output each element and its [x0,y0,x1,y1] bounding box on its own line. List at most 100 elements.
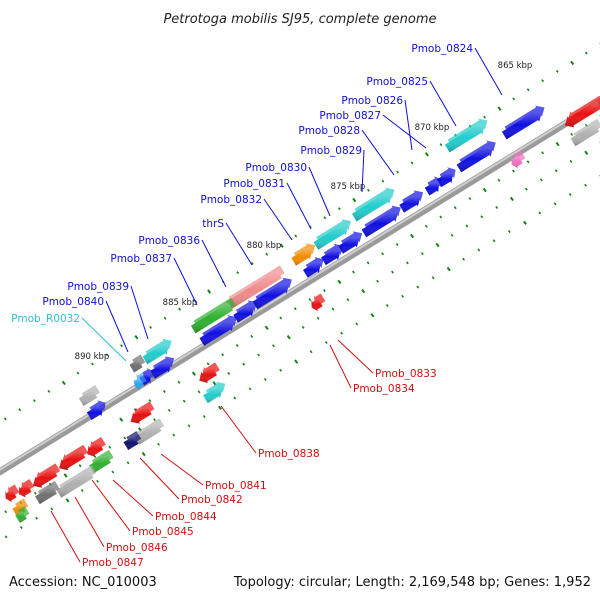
pmob-0840-b-feature[interactable] [150,356,175,379]
pmob-0841-feature[interactable] [134,418,165,445]
gene-label-thrs[interactable]: thrS [202,218,224,230]
pmob-0830-feature[interactable] [351,187,395,222]
tick-upper-far [512,97,516,101]
pmob-0837-feature[interactable] [190,297,236,334]
tick-upper-outer [331,307,335,311]
pmob-0836-feature[interactable] [226,265,285,310]
pmob-0828-feature[interactable] [424,176,442,196]
pmob-0845-feature[interactable] [89,449,114,474]
gene-label-pmob-0847[interactable]: Pmob_0847 [82,557,144,569]
gene-label-pmob-0830[interactable]: Pmob_0830 [245,162,307,174]
pmob-0842-feature[interactable] [123,431,142,450]
tick-upper-far [294,234,298,238]
gene-label-pmob-0837[interactable]: Pmob_0837 [110,253,172,265]
pmob-0829-feature[interactable] [399,190,424,213]
genome-backbone [0,98,600,476]
pmob-0838-b-feature[interactable] [199,362,220,383]
tick-lower-inner [453,206,457,210]
gene-label-pmob-0838[interactable]: Pmob_0838 [258,448,320,460]
gene-label-pmob-0833[interactable]: Pmob_0833 [375,368,437,380]
gene-label-pmob-0846[interactable]: Pmob_0846 [106,542,168,554]
gene-label-pmob-0826[interactable]: Pmob_0826 [341,95,403,107]
pmob-0824-rev-b-feature[interactable] [570,118,600,147]
pmob-r0032-feature-shade [133,378,144,391]
pmob-0832-c-feature[interactable] [321,243,344,266]
pmob-0844-feature[interactable] [59,444,88,471]
gene-label-pmob-0834[interactable]: Pmob_0834 [353,383,415,395]
pmob-0843-feature[interactable] [87,437,106,457]
pmob-0829-feature-shade [399,195,421,213]
pmob-0825-rev-feature[interactable] [511,150,526,169]
gene-label-pmob-0832[interactable]: Pmob_0832 [200,194,262,206]
gene-label-pmob-0844[interactable]: Pmob_0844 [155,511,217,523]
gene-label-pmob-0841[interactable]: Pmob_0841 [205,480,267,492]
leader-pmob-0834 [329,344,352,389]
tick-lower-outer [248,387,252,391]
leader-pmob-0825 [429,80,457,127]
gene-label-pmob-0829[interactable]: Pmob_0829 [300,145,362,157]
gene-label-pmob-0825[interactable]: Pmob_0825 [366,76,428,88]
pmob-0836-b-feature[interactable] [252,277,292,310]
pmob-0825-feature[interactable] [444,118,488,153]
gene-label-pmob-0824[interactable]: Pmob_0824 [411,43,473,55]
tick-upper-far [323,216,327,220]
pmob-0844-feature-shade [59,449,86,471]
pmob-0841-b-feature[interactable] [86,400,106,420]
map-title: Petrotoga mobilis SJ95, complete genome [163,12,436,27]
pmob-0826-feature[interactable] [456,140,496,173]
pmob-0847-b-feature[interactable] [18,479,35,498]
tick-upper-far [105,353,109,357]
tick-lower-inner [468,197,472,201]
gene-label-pmob-0828[interactable]: Pmob_0828 [298,125,360,137]
pmob-0841-c2-feature[interactable] [130,401,155,424]
pmob-0847-d-feature[interactable] [15,506,30,523]
gene-label-pmob-0836[interactable]: Pmob_0836 [138,235,200,247]
accession-text: Accession: NC_010003 [9,575,157,590]
tick-lower-inner [235,344,239,347]
leader-pmob-0832 [263,198,293,241]
thrs-feature[interactable] [291,243,316,266]
gene-label-pmob-0845[interactable]: Pmob_0845 [132,526,194,538]
gene-label-pmob-0839[interactable]: Pmob_0839 [67,281,129,293]
tick-upper-far [555,69,559,73]
pmob-0824-feature[interactable] [501,105,545,140]
tick-upper-outer [450,233,454,237]
tick-lower-outer [172,433,176,437]
gene-labels: Pmob_0824 Pmob_0825 Pmob_0826 Pmob_0827 Pmob… [11,43,473,569]
gene-label-pmob-0840[interactable]: Pmob_0840 [42,296,104,308]
gene-label-pmob-r0032[interactable]: Pmob_R0032 [11,313,80,325]
tick-lower-outer [538,211,542,215]
tick-upper-outer [286,335,291,340]
pmob-0831-feature[interactable] [361,205,401,238]
leader-pmob-0842 [139,457,180,500]
pmob-0841-c-feature[interactable] [78,385,100,406]
gene-label-pmob-0827[interactable]: Pmob_0827 [319,110,381,122]
leader-pmob-0828 [361,129,395,176]
pmob-0833-feature[interactable] [311,293,326,312]
scale-labels: 865 kbp 870 kbp 875 kbp 880 kbp 885 kbp 890 k… [75,61,533,362]
pmob-0844-b-feature[interactable] [32,463,61,488]
pmob-0847-c-feature[interactable] [5,484,20,503]
pmob-0840-feature[interactable] [129,354,146,373]
pmob-0824-rev-feature[interactable] [565,95,600,128]
tick-lower-outer [141,451,146,457]
leader-pmob-0829 [361,149,365,193]
pmob-0832-feature[interactable] [313,219,351,250]
gene-label-pmob-0831[interactable]: Pmob_0831 [223,178,285,190]
tick-lower-inner [439,215,443,219]
pmob-0838-feature[interactable] [203,381,226,404]
pmob-0832-b-feature[interactable] [338,231,363,254]
pmob-0833-b-feature[interactable] [303,257,324,278]
pmob-0846-b-feature-shade [35,485,57,505]
pmob-0846-feature[interactable] [56,465,97,498]
pmob-0837-b-feature[interactable] [233,300,258,323]
tick-upper-outer [33,491,37,495]
pmob-0846-b-feature[interactable] [35,480,60,505]
pmob-0839-b-feature[interactable] [199,315,237,346]
scale-label-870: 870 kbp [415,123,450,133]
tick-upper-far [76,371,80,375]
gene-label-pmob-0842[interactable]: Pmob_0842 [181,494,243,506]
backbone-line [0,98,600,476]
pmob-0839-feature[interactable] [142,338,172,365]
pmob-r0032-feature[interactable] [133,373,147,391]
